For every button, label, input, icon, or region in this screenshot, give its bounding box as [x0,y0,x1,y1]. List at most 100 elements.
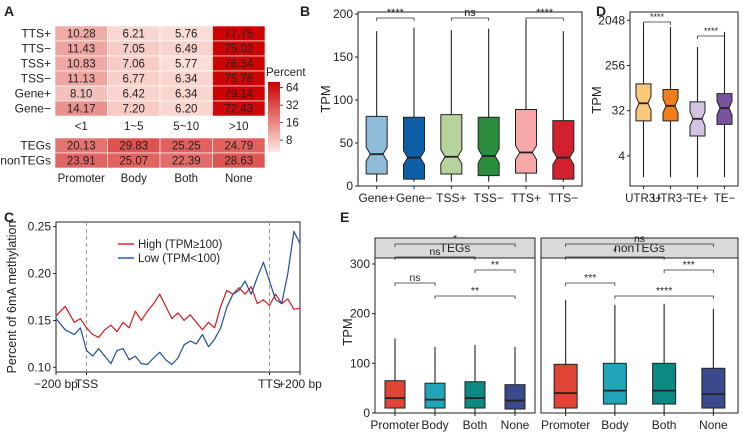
y-tick-label: 0 [363,406,370,420]
heatmap-cell-value: 6.20 [175,104,197,116]
significance-bracket [450,17,490,21]
x-tick-label-ttsminus: TTS− [548,191,578,205]
box-body [652,362,677,405]
legend-label: High (TPM≥100) [138,239,222,251]
heatmap-cell-value: 7.05 [123,44,145,56]
panel-label-a: A [4,3,14,19]
significance-label: * [613,246,617,258]
significance-bracket [394,256,476,260]
y-tick-label: 100 [350,356,370,370]
legend-tick-label: 64 [286,83,299,95]
significance-label: * [453,233,457,245]
x-tick-label-ttsplus: TTS+ [511,191,541,205]
box-body [424,382,446,409]
heatmap-row-label: Gene+ [15,87,51,101]
heatmap-row-label: nonTEGs [0,154,51,168]
significance-bracket [565,256,665,260]
box-body [477,116,500,177]
heatmap-cell [212,152,266,169]
heatmap-row-label: TEGs [20,139,51,153]
x-tick-label-body: Body [601,418,628,432]
heatmap-cell-value: 14.17 [67,104,96,116]
significance-bracket [376,17,415,21]
significance-bracket [643,21,671,25]
heatmap-row-label: TSS+ [21,57,51,71]
heatmap-cell-value: 10.28 [67,29,96,41]
heatmap-row-label: TSS− [21,72,51,86]
heatmap-col-label-top: >10 [229,121,249,133]
plot-frame [55,221,301,373]
box-body [701,367,726,409]
significance-label: ns [634,233,645,245]
heatmap-cell-value: 6.21 [123,29,145,41]
significance-label: ** [471,285,479,297]
heatmap-col-label-bottom: Body [121,173,147,185]
box-body [384,380,406,409]
heatmap-col-label-top: <1 [75,121,88,133]
heatmap-cell-value: 6.34 [175,89,198,101]
x-tick-label: TSS [75,377,98,391]
series-line-high-tpm-100 [55,286,301,338]
x-tick-label-tssplus: TSS+ [436,191,466,205]
heatmap-col-label-bottom: Promoter [58,173,105,185]
box-body [515,108,537,174]
x-tick-label-none: None [501,418,530,432]
x-tick-label-tssminus: TSS− [473,191,503,205]
y-tick-label: 0.15 [28,313,52,327]
x-tick-label-promoter: Promoter [370,418,419,432]
heatmap-row-label: TTS− [21,42,51,56]
significance-bracket [525,17,564,21]
legend-title: Percent [266,67,306,79]
legend-tick-label: 32 [286,100,299,112]
x-tick-label: TTS [258,377,281,391]
significance-bracket [663,269,714,273]
heatmap-cell-value: 75.02 [224,44,253,56]
x-tick-label-utr3minus: UTR3− [652,193,689,205]
heatmap-cell-value: 10.83 [67,59,96,71]
heatmap-cell-value: 5.77 [175,59,197,71]
y-tick-label: 100 [333,93,353,107]
panel-b-boxplot: 0 50 100 150 200 TPM Gene+ Gene− TSS+ TSS− TTS+ TTS… [318,7,583,205]
box-body [403,116,425,180]
x-tick-label-geneminus: Gene− [396,191,432,205]
heatmap-cell-value: 7.06 [123,59,145,71]
box-body [635,83,652,122]
y-axis-title: Percent of 6mA methylation [5,221,19,374]
heatmap-row-label: Gene− [15,102,51,116]
significance-bracket [697,35,725,39]
heatmap-col-label-top: 5~10 [173,121,199,133]
y-tick-label: 0.20 [28,267,52,281]
heatmap-cell-value: 8.10 [70,89,92,101]
heatmap-cell-value: 5.76 [175,29,197,41]
x-tick-label-body: Body [421,418,448,432]
box-body [504,384,526,410]
heatmap-cell-value: 28.63 [224,156,253,168]
y-tick-label: 0 [346,179,353,193]
x-tick-label-both: Both [652,418,677,432]
significance-bracket [434,295,516,299]
heatmap-cell-value: 25.07 [119,156,148,168]
legend-label: Low (TPM<100) [138,253,220,265]
significance-bracket [474,269,516,273]
heatmap-cell-value: 77.75 [224,29,253,41]
heatmap-row-label: TTS+ [21,27,51,41]
significance-bracket [565,282,616,286]
heatmap-col-label-bottom: None [225,173,253,185]
box-body [440,114,463,175]
heatmap-cell-value: 6.77 [123,74,145,86]
box-body [553,363,578,409]
panel-d-boxplot: 4 32 256 2048 TPM UTR3+UTR3−TE+ TE− **** **** [589,11,739,205]
panel-label-c: C [4,209,14,225]
box-body [464,381,486,409]
x-tick-label-teminus: TE− [714,193,736,205]
y-tick-label: 200 [350,307,370,321]
panel-label-d: D [596,3,606,19]
heatmap-cell-value: 72.43 [224,104,253,116]
x-tick-label: −200 bp [34,377,78,391]
heatmap-cell-value: 29.83 [119,141,148,153]
facet-strip-label: TEGs [440,241,471,255]
heatmap-cell-value: 25.25 [172,141,201,153]
heatmap-cell-value: 6.49 [175,44,197,56]
